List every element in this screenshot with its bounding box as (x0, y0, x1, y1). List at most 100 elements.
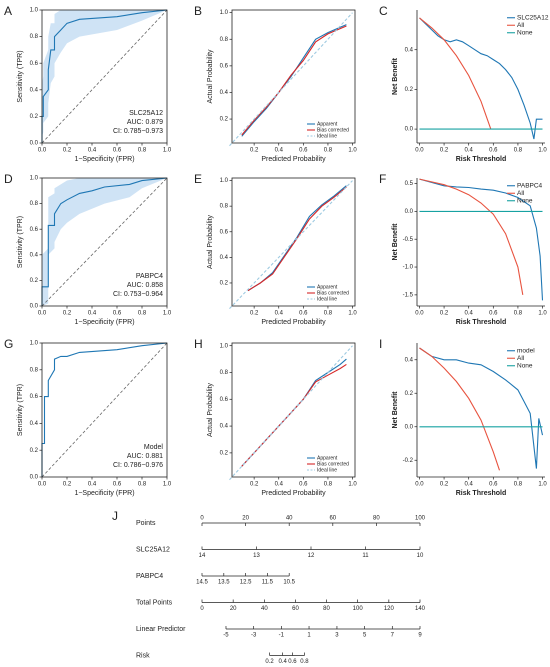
y-axis-label: Net Benefit (392, 223, 399, 261)
y-tick-label: 0.4 (30, 421, 39, 427)
scale-tick-label: 0 (200, 606, 204, 612)
scale-tick-label: 40 (261, 606, 268, 612)
y-axis-label: Actual Probability (207, 382, 214, 437)
plot-frame (231, 342, 356, 478)
legend-label: Ideal line (317, 133, 337, 139)
x-axis-label: Predicted Probability (261, 490, 326, 497)
scale-tick-label: 100 (415, 516, 426, 522)
x-tick-label: 0.2 (250, 311, 259, 317)
scale-name: Risk (136, 652, 150, 659)
series-line (241, 358, 347, 467)
x-tick-label: 1.0 (538, 148, 547, 154)
y-tick-label: 0.8 (220, 370, 229, 376)
x-tick-label: 0.8 (138, 482, 147, 488)
x-tick-label: 0.0 (38, 311, 47, 317)
legend-label: PABPC4 (517, 182, 543, 189)
x-axis-label: 1−Specificity (FPR) (74, 490, 134, 497)
scale-tick-label: 20 (242, 516, 249, 522)
y-axis-label: Sensitivity (TPR) (17, 216, 24, 268)
y-tick-label: 0.2 (30, 278, 39, 284)
y-axis-label: Sensitivity (TPR) (17, 384, 24, 436)
series-line (241, 25, 347, 136)
annotation: PABPC4 (136, 273, 163, 280)
x-tick-label: 0.6 (299, 311, 308, 317)
x-tick-label: 0.8 (514, 148, 523, 154)
y-tick-label: 0.2 (220, 281, 229, 287)
y-tick-label: -1.0 (403, 265, 414, 271)
scale-tick-label: 11.5 (262, 580, 274, 586)
y-tick-label: 0.4 (30, 87, 39, 93)
x-tick-label: 0.8 (138, 148, 147, 154)
x-tick-label: 0.4 (275, 148, 284, 154)
panel-letter: J (112, 509, 118, 523)
roc-curve (41, 342, 168, 477)
x-tick-label: 1.0 (348, 148, 357, 154)
x-tick-label: 0.4 (88, 311, 97, 317)
y-tick-label: 0.6 (30, 61, 39, 67)
x-tick-label: 0.0 (38, 482, 47, 488)
x-tick-label: 1.0 (538, 482, 547, 488)
x-axis-label: Predicted Probability (261, 319, 326, 326)
scale-tick-label: 80 (373, 516, 380, 522)
annotation: SLC25A12 (129, 110, 163, 117)
scale-tick-label: 14 (199, 553, 206, 559)
series-line (419, 178, 544, 301)
x-tick-label: 0.2 (440, 482, 449, 488)
panel-letter: C (379, 4, 388, 18)
x-tick-label: 0.6 (299, 148, 308, 154)
y-tick-label: 0.2 (220, 450, 229, 456)
x-tick-label: 0.2 (250, 482, 259, 488)
scale-tick-label: 1 (307, 633, 311, 639)
x-tick-label: 1.0 (163, 482, 172, 488)
y-tick-label: 1.0 (30, 8, 39, 14)
x-tick-label: 0.4 (275, 482, 284, 488)
series-line (419, 347, 544, 469)
annotation: CI: 0.786−0.976 (113, 462, 163, 469)
annotation: CI: 0.753−0.964 (113, 291, 163, 298)
legend-label: Apparent (317, 121, 338, 127)
panel-letter: G (4, 337, 13, 351)
scale-tick-label: 12.5 (240, 580, 252, 586)
x-tick-label: 0.6 (489, 482, 498, 488)
scale-tick-label: 20 (230, 606, 237, 612)
plot-frame (231, 9, 356, 144)
scale-tick-label: 80 (323, 606, 330, 612)
scale-name: PABPC4 (136, 573, 163, 580)
x-tick-label: 0.4 (465, 311, 474, 317)
x-tick-label: 0.0 (415, 482, 424, 488)
x-tick-label: 1.0 (163, 311, 172, 317)
y-tick-label: 0.8 (30, 201, 39, 207)
panel-letter: F (379, 172, 386, 186)
x-tick-label: 1.0 (348, 482, 357, 488)
scale-tick-label: 5 (363, 633, 367, 639)
panel-letter: H (194, 337, 203, 351)
y-tick-label: 0.4 (220, 424, 229, 430)
x-axis-label: Risk Threshold (456, 490, 507, 497)
x-tick-label: 0.2 (250, 148, 259, 154)
ci-band (42, 10, 167, 143)
legend-label: Apparent (317, 455, 338, 461)
x-tick-label: 0.6 (113, 482, 122, 488)
y-tick-label: 0.6 (30, 227, 39, 233)
scale-tick-label: 0.8 (300, 659, 309, 665)
panel-letter: E (194, 172, 202, 186)
reference-diagonal (41, 342, 168, 478)
y-tick-label: 0.0 (30, 475, 39, 481)
series-line (229, 345, 353, 481)
y-axis-label: Actual Probability (207, 49, 214, 104)
legend-label: Bias corrected (317, 127, 349, 133)
y-tick-label: 1.0 (220, 10, 229, 16)
y-tick-label: 0.8 (30, 367, 39, 373)
y-tick-label: 0.2 (30, 448, 39, 454)
y-tick-label: 0.6 (30, 394, 39, 400)
legend-label: Ideal line (317, 467, 337, 473)
series-line (241, 24, 347, 137)
y-tick-label: 1.0 (30, 176, 39, 182)
y-tick-label: 1.0 (220, 343, 229, 349)
y-tick-label: 1.0 (220, 178, 229, 184)
x-axis-label: Risk Threshold (456, 319, 507, 326)
x-tick-label: 0.4 (275, 311, 284, 317)
series-line (241, 363, 347, 467)
y-tick-label: 0.4 (220, 90, 229, 96)
